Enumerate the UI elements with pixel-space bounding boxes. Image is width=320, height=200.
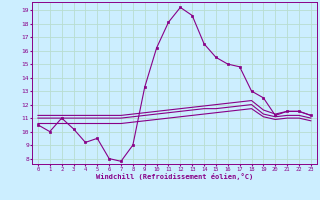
X-axis label: Windchill (Refroidissement éolien,°C): Windchill (Refroidissement éolien,°C) <box>96 173 253 180</box>
